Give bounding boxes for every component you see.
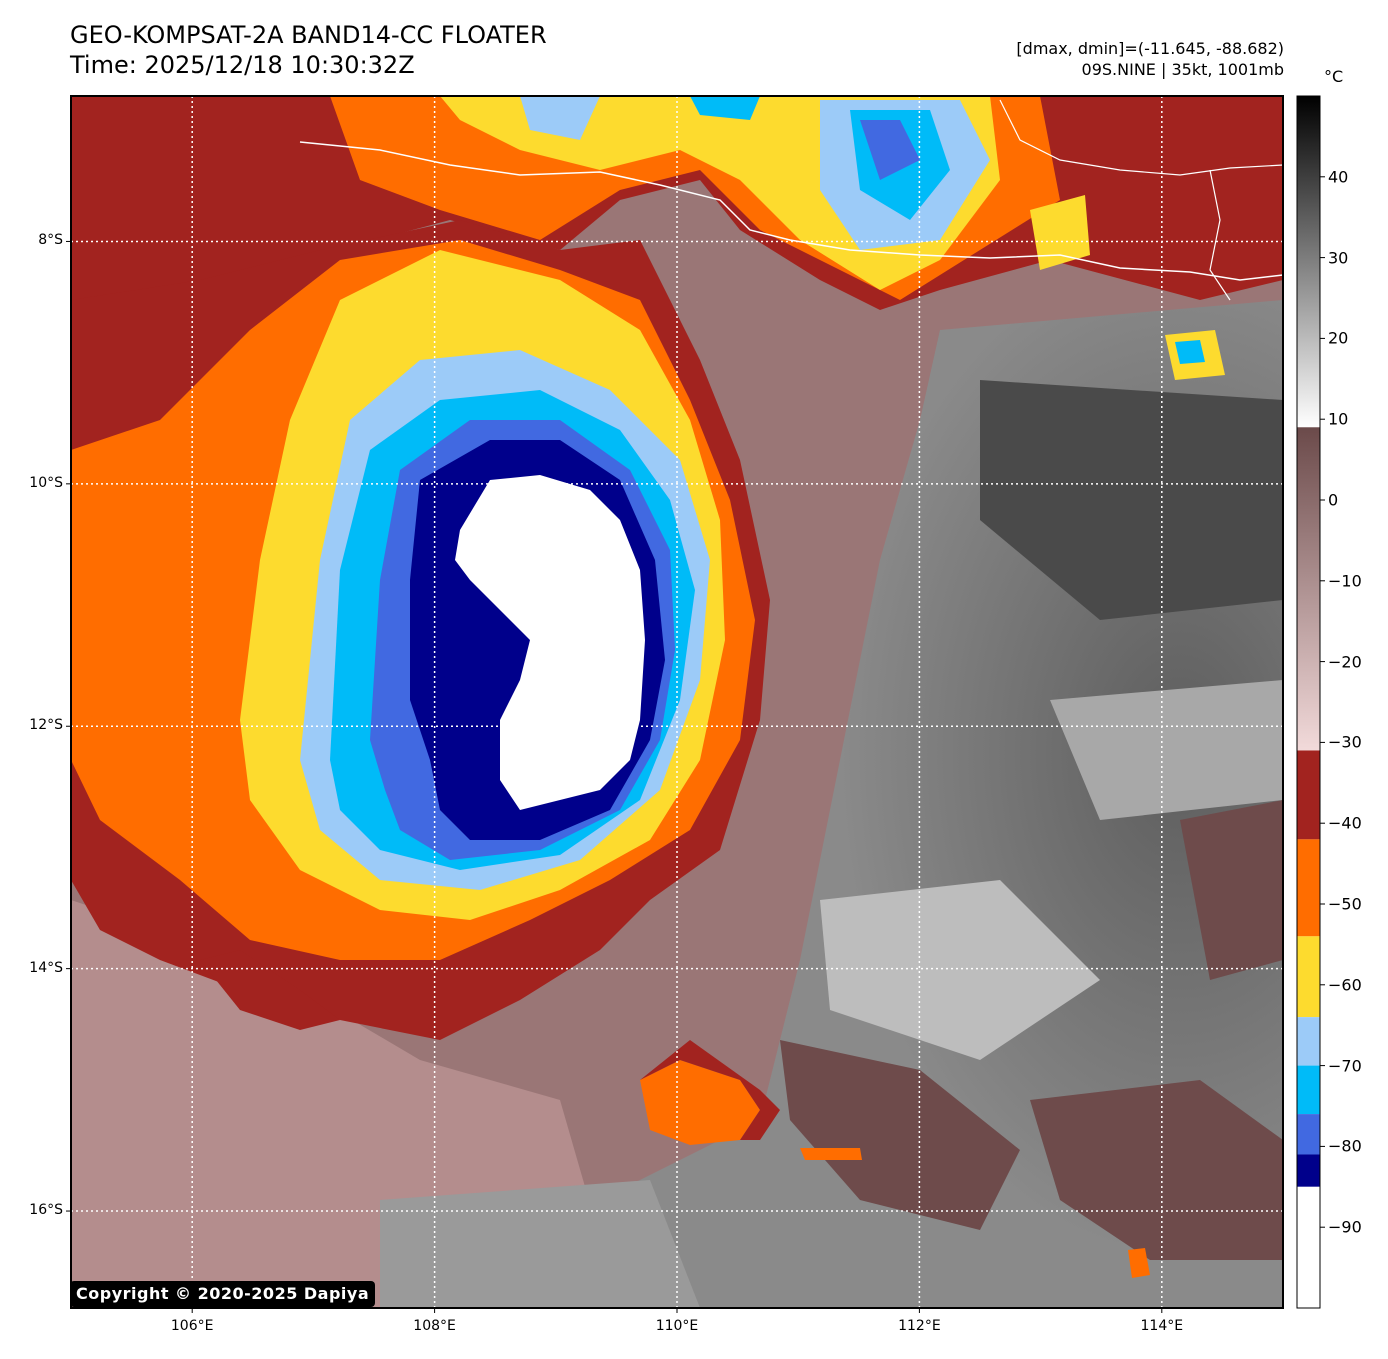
lon-label: 108°E	[413, 1318, 456, 1334]
north-convection-cyan-2	[690, 96, 760, 120]
map-frame	[70, 95, 1284, 1309]
colorbar-label: −80	[1328, 1136, 1362, 1156]
south-band-red	[200, 950, 340, 1030]
south-clear-patch	[380, 1180, 700, 1308]
colorbar-band	[1297, 96, 1320, 428]
lat-label: 16°S	[29, 1202, 63, 1219]
coastline-java-north	[999, 99, 1283, 176]
colorbar-label: −70	[1328, 1056, 1362, 1076]
colorbar-band	[1297, 427, 1320, 751]
storm-details: 09S.NINE | 35kt, 1001mb	[1081, 60, 1284, 79]
copyright-badge: Copyright © 2020-2025 Dapiya	[70, 1281, 376, 1307]
lon-label: 106°E	[170, 1318, 214, 1334]
colorbar-band	[1297, 1154, 1320, 1187]
colorbar-label: −30	[1328, 732, 1362, 752]
colorbar-label: 10	[1328, 409, 1349, 429]
colorbar-label: −50	[1328, 894, 1362, 914]
north-convection-blue	[860, 120, 920, 180]
storm-info: [dmax, dmin]=(-11.645, -88.682) 09S.NINE…	[1016, 38, 1284, 80]
colorbar-band	[1297, 1065, 1320, 1115]
light-cloud-patch-2	[1050, 680, 1283, 820]
colorbar-label: −60	[1328, 975, 1362, 995]
colorbar-band	[1297, 1186, 1320, 1308]
colorbar-label: 40	[1328, 167, 1349, 187]
colorbar-label: 20	[1328, 328, 1349, 348]
dark-clear-patch	[980, 380, 1283, 620]
coastline-java-south	[299, 141, 1283, 281]
coastline-bali	[1209, 169, 1231, 301]
figure-title: GEO-KOMPSAT-2A BAND14-CC FLOATER Time: 2…	[70, 20, 547, 80]
lon-label: 110°E	[655, 1318, 699, 1334]
lon-label: 112°E	[898, 1318, 941, 1334]
colorbar-label: −20	[1328, 652, 1362, 672]
colorbar-label: −40	[1328, 813, 1362, 833]
small-cell-cyan	[1175, 340, 1205, 364]
colorbar	[1297, 96, 1320, 1308]
brown-cloud-cluster	[780, 1040, 1020, 1230]
colorbar-ticks	[1320, 176, 1325, 1228]
colorbar-band	[1297, 1017, 1320, 1066]
title-product: GEO-KOMPSAT-2A BAND14-CC FLOATER	[70, 21, 547, 49]
south-cell-orange-3	[800, 1148, 862, 1160]
value-range: [dmax, dmin]=(-11.645, -88.682)	[1016, 39, 1284, 58]
north-convection-lightblue-2	[520, 96, 600, 140]
colorbar-label: −90	[1328, 1217, 1362, 1237]
lat-label: 8°S	[38, 232, 63, 249]
south-cell-orange	[640, 1060, 760, 1145]
south-cell-red	[640, 1040, 780, 1140]
colorbar-label: 30	[1328, 248, 1349, 268]
lat-label: 14°S	[29, 959, 63, 976]
colorbar-unit: °C	[1324, 67, 1344, 86]
lat-label: 12°S	[29, 717, 63, 734]
small-cell-yellow	[1030, 195, 1090, 270]
brown-cloud-cluster-3	[1180, 800, 1283, 980]
colorbar-band	[1297, 936, 1320, 1018]
colorbar-frame	[1296, 95, 1321, 1309]
colorbar-band	[1297, 750, 1320, 840]
colorbar-band	[1297, 1114, 1320, 1155]
gridlines	[66, 96, 1283, 1313]
colorbar-label: 0	[1328, 490, 1339, 510]
light-cloud-patch	[820, 880, 1100, 1060]
title-time: Time: 2025/12/18 10:30:32Z	[70, 51, 415, 79]
lat-label: 10°S	[29, 474, 63, 491]
lon-label: 114°E	[1140, 1318, 1184, 1334]
brown-cloud-cluster-2	[1030, 1080, 1283, 1260]
south-cell-orange-2	[1128, 1248, 1150, 1278]
colorbar-label: −10	[1328, 571, 1362, 591]
colorbar-band	[1297, 839, 1320, 937]
